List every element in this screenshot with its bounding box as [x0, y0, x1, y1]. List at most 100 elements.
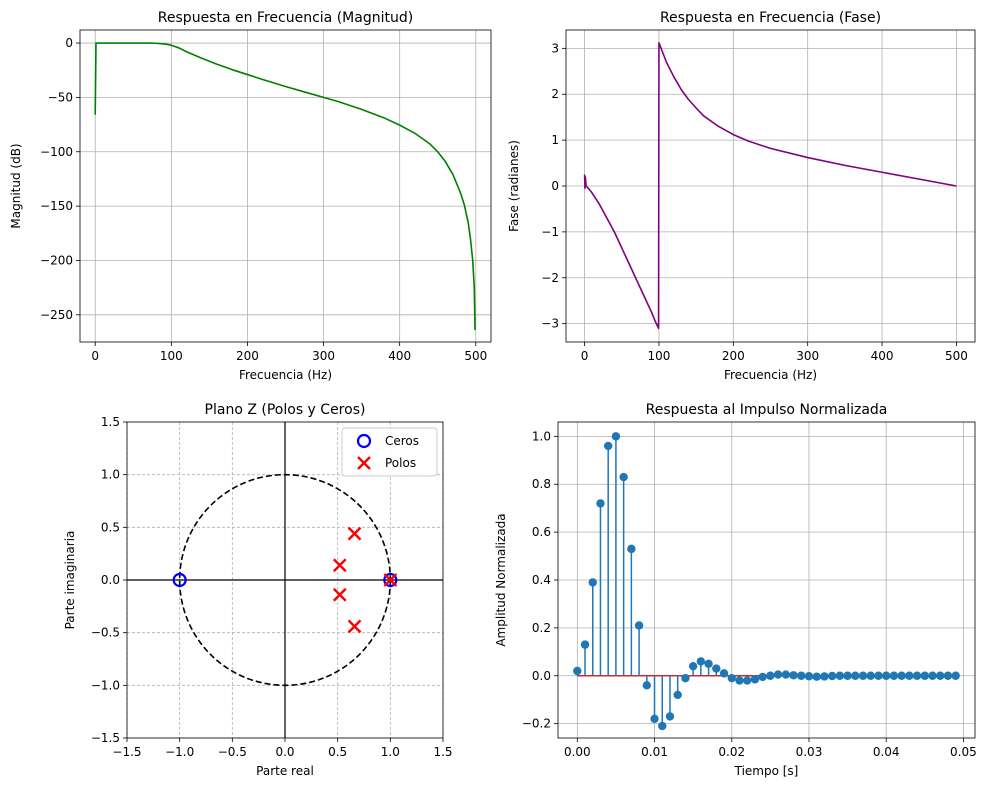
x-tick-label: 200 [722, 349, 745, 363]
pole-marker [347, 619, 362, 634]
x-tick-label: 0.01 [641, 745, 668, 759]
stem-marker [696, 657, 706, 666]
stem-marker [827, 671, 837, 681]
axes-frame [565, 29, 976, 343]
stem-marker [719, 669, 729, 678]
chart-panel-4: 0.00 0.01 0.02 0.03 0.04 0.05 1.0 0.8 0.6 0.4 0.2 0… [494, 402, 977, 778]
stem-marker [603, 441, 613, 451]
y-tick-label: 0.0 [101, 573, 120, 587]
stem-marker [766, 671, 775, 680]
chart-panel-1: 0 100 200 300 400 500 0 −50 −100 −150 −200 −250 Resp… [9, 10, 492, 382]
chart-title: Respuesta en Frecuencia (Magnitud) [158, 10, 413, 26]
stem-marker [789, 671, 798, 680]
y-axis-label: Parte imaginaria [63, 531, 77, 630]
pole-marker [332, 587, 347, 602]
chart-title: Respuesta al Impulso Normalizada [646, 402, 888, 418]
x-tick-label: 0.03 [796, 745, 823, 759]
stem-marker [758, 672, 767, 682]
y-tick-label: −150 [40, 199, 73, 213]
y-tick-label: −1.5 [91, 731, 120, 745]
stem-marker [905, 671, 914, 680]
y-tick-label: −1.0 [91, 678, 120, 692]
plot-area [127, 422, 443, 738]
x-tick-label: 0 [581, 349, 589, 363]
stem-marker [951, 671, 960, 680]
series-line [583, 42, 957, 330]
legend: Ceros Polos [341, 427, 438, 477]
stem-marker [580, 640, 590, 649]
stem-marker [866, 671, 875, 680]
plot-area [94, 42, 476, 331]
y-tick-label: 0.5 [101, 520, 120, 534]
stem-marker [781, 670, 791, 679]
y-tick-label: 1 [551, 133, 559, 147]
x-tick-label: 0 [91, 349, 99, 363]
x-tick-label: 400 [871, 349, 894, 363]
y-tick-label: 1.0 [532, 429, 551, 443]
stem-marker [773, 670, 783, 679]
y-axis-label: Magnitud (dB) [9, 143, 23, 228]
x-tick-label: 200 [236, 349, 259, 363]
y-tick-label: 0.6 [532, 525, 551, 539]
stem-marker [673, 690, 682, 700]
x-tick-label: 0.0 [275, 745, 294, 759]
x-axis-label: Frecuencia (Hz) [724, 368, 817, 382]
x-tick-label: 500 [464, 349, 487, 363]
stem-marker [611, 432, 621, 441]
stem-marker [634, 621, 644, 630]
stem-marker [712, 664, 721, 673]
stem-marker [858, 671, 868, 680]
y-axis-label: Fase (radianes) [507, 140, 521, 232]
legend-label-polos: Polos [385, 456, 416, 470]
stem-marker [735, 676, 744, 685]
stem-marker [812, 672, 821, 681]
chart-panel-3: −1.5 −1.0 −0.5 0.0 0.5 1.0 1.5 1.5 1.0 0.5 0.0 −0.5… [63, 402, 453, 778]
chart-title: Plano Z (Polos y Ceros) [205, 402, 366, 418]
y-tick-label: −1 [541, 225, 559, 239]
y-tick-label: 0 [551, 179, 559, 193]
stem-marker [681, 673, 690, 683]
stem-marker [642, 681, 652, 690]
chart-panel-2: 0 100 200 300 400 500 3 2 1 0 −1 −2 −3 Respuesta en F… [507, 10, 976, 382]
y-tick-label: −0.2 [522, 717, 551, 731]
x-tick-label: 100 [160, 349, 183, 363]
stem-marker [596, 499, 605, 508]
stem-marker [912, 671, 922, 680]
stem-marker [874, 671, 883, 680]
pole-marker [332, 558, 347, 573]
x-tick-label: 300 [312, 349, 335, 363]
x-tick-label: 0.02 [718, 745, 745, 759]
series-line [94, 42, 476, 331]
stem-marker [928, 671, 937, 680]
stem-marker [750, 675, 760, 684]
stem-marker [665, 712, 675, 721]
x-tick-label: 0.5 [328, 745, 347, 759]
y-tick-label: −2 [541, 271, 559, 285]
x-tick-label: 1.5 [433, 745, 452, 759]
stem-marker [936, 671, 945, 680]
y-tick-label: 0 [65, 36, 73, 50]
zero-marker [383, 572, 398, 588]
chart-title: Respuesta en Frecuencia (Fase) [660, 10, 881, 26]
x-axis-label: Frecuencia (Hz) [239, 368, 332, 382]
plot-area [573, 432, 960, 731]
x-tick-label: 0.00 [564, 745, 591, 759]
x-axis-label: Tiempo [s] [734, 764, 799, 778]
stem-marker [843, 671, 852, 680]
stem-marker [804, 672, 814, 681]
y-tick-label: −250 [40, 308, 73, 322]
x-tick-label: 0.04 [873, 745, 900, 759]
stem-marker [727, 673, 736, 683]
zero-marker [172, 572, 187, 588]
x-axis-label: Parte real [256, 764, 314, 778]
stem-marker [688, 661, 698, 671]
stem-marker [835, 671, 845, 680]
x-tick-label: −1.5 [112, 745, 141, 759]
y-tick-label: 0.2 [532, 621, 551, 635]
y-tick-label: −0.5 [91, 626, 120, 640]
stem-marker [658, 721, 667, 731]
stem-marker [881, 671, 891, 680]
legend-pole-marker [357, 456, 371, 470]
y-tick-label: 2 [551, 87, 559, 101]
